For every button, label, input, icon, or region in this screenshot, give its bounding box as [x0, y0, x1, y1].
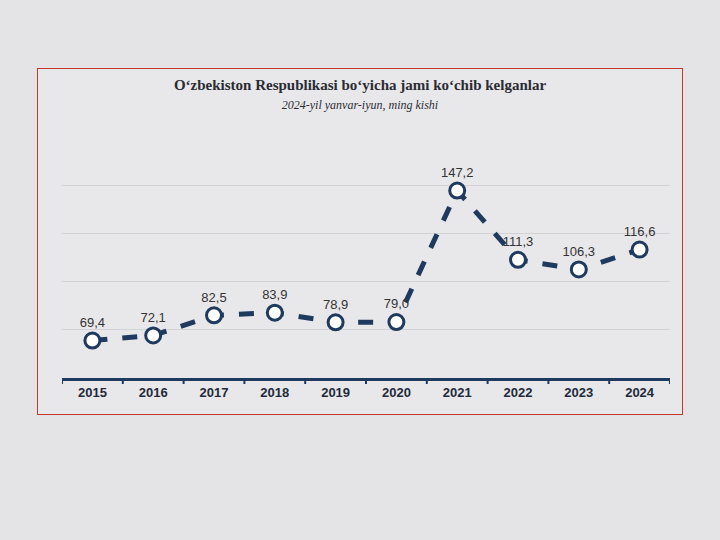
- svg-text:78,9: 78,9: [323, 297, 348, 312]
- svg-text:2024: 2024: [625, 385, 655, 400]
- svg-text:O‘zbekiston Respublikasi bo‘yi: O‘zbekiston Respublikasi bo‘yicha jami k…: [174, 77, 546, 113]
- svg-text:2016: 2016: [139, 385, 168, 400]
- svg-text:79,0: 79,0: [384, 296, 409, 311]
- svg-text:111,3: 111,3: [503, 234, 534, 249]
- svg-text:69,4: 69,4: [80, 315, 105, 330]
- svg-text:2021: 2021: [443, 385, 472, 400]
- svg-text:116,6: 116,6: [624, 224, 656, 239]
- svg-text:82,5: 82,5: [201, 290, 226, 305]
- svg-text:72,1: 72,1: [141, 310, 166, 325]
- svg-text:2020: 2020: [382, 385, 411, 400]
- svg-text:2018: 2018: [260, 385, 289, 400]
- svg-text:2023: 2023: [564, 385, 593, 400]
- svg-text:147,2: 147,2: [441, 165, 474, 180]
- svg-text:2019: 2019: [321, 385, 350, 400]
- svg-text:83,9: 83,9: [262, 287, 287, 302]
- svg-text:2015: 2015: [78, 385, 107, 400]
- svg-text:106,3: 106,3: [563, 244, 596, 259]
- svg-text:2022: 2022: [504, 385, 533, 400]
- svg-text:2017: 2017: [200, 385, 229, 400]
